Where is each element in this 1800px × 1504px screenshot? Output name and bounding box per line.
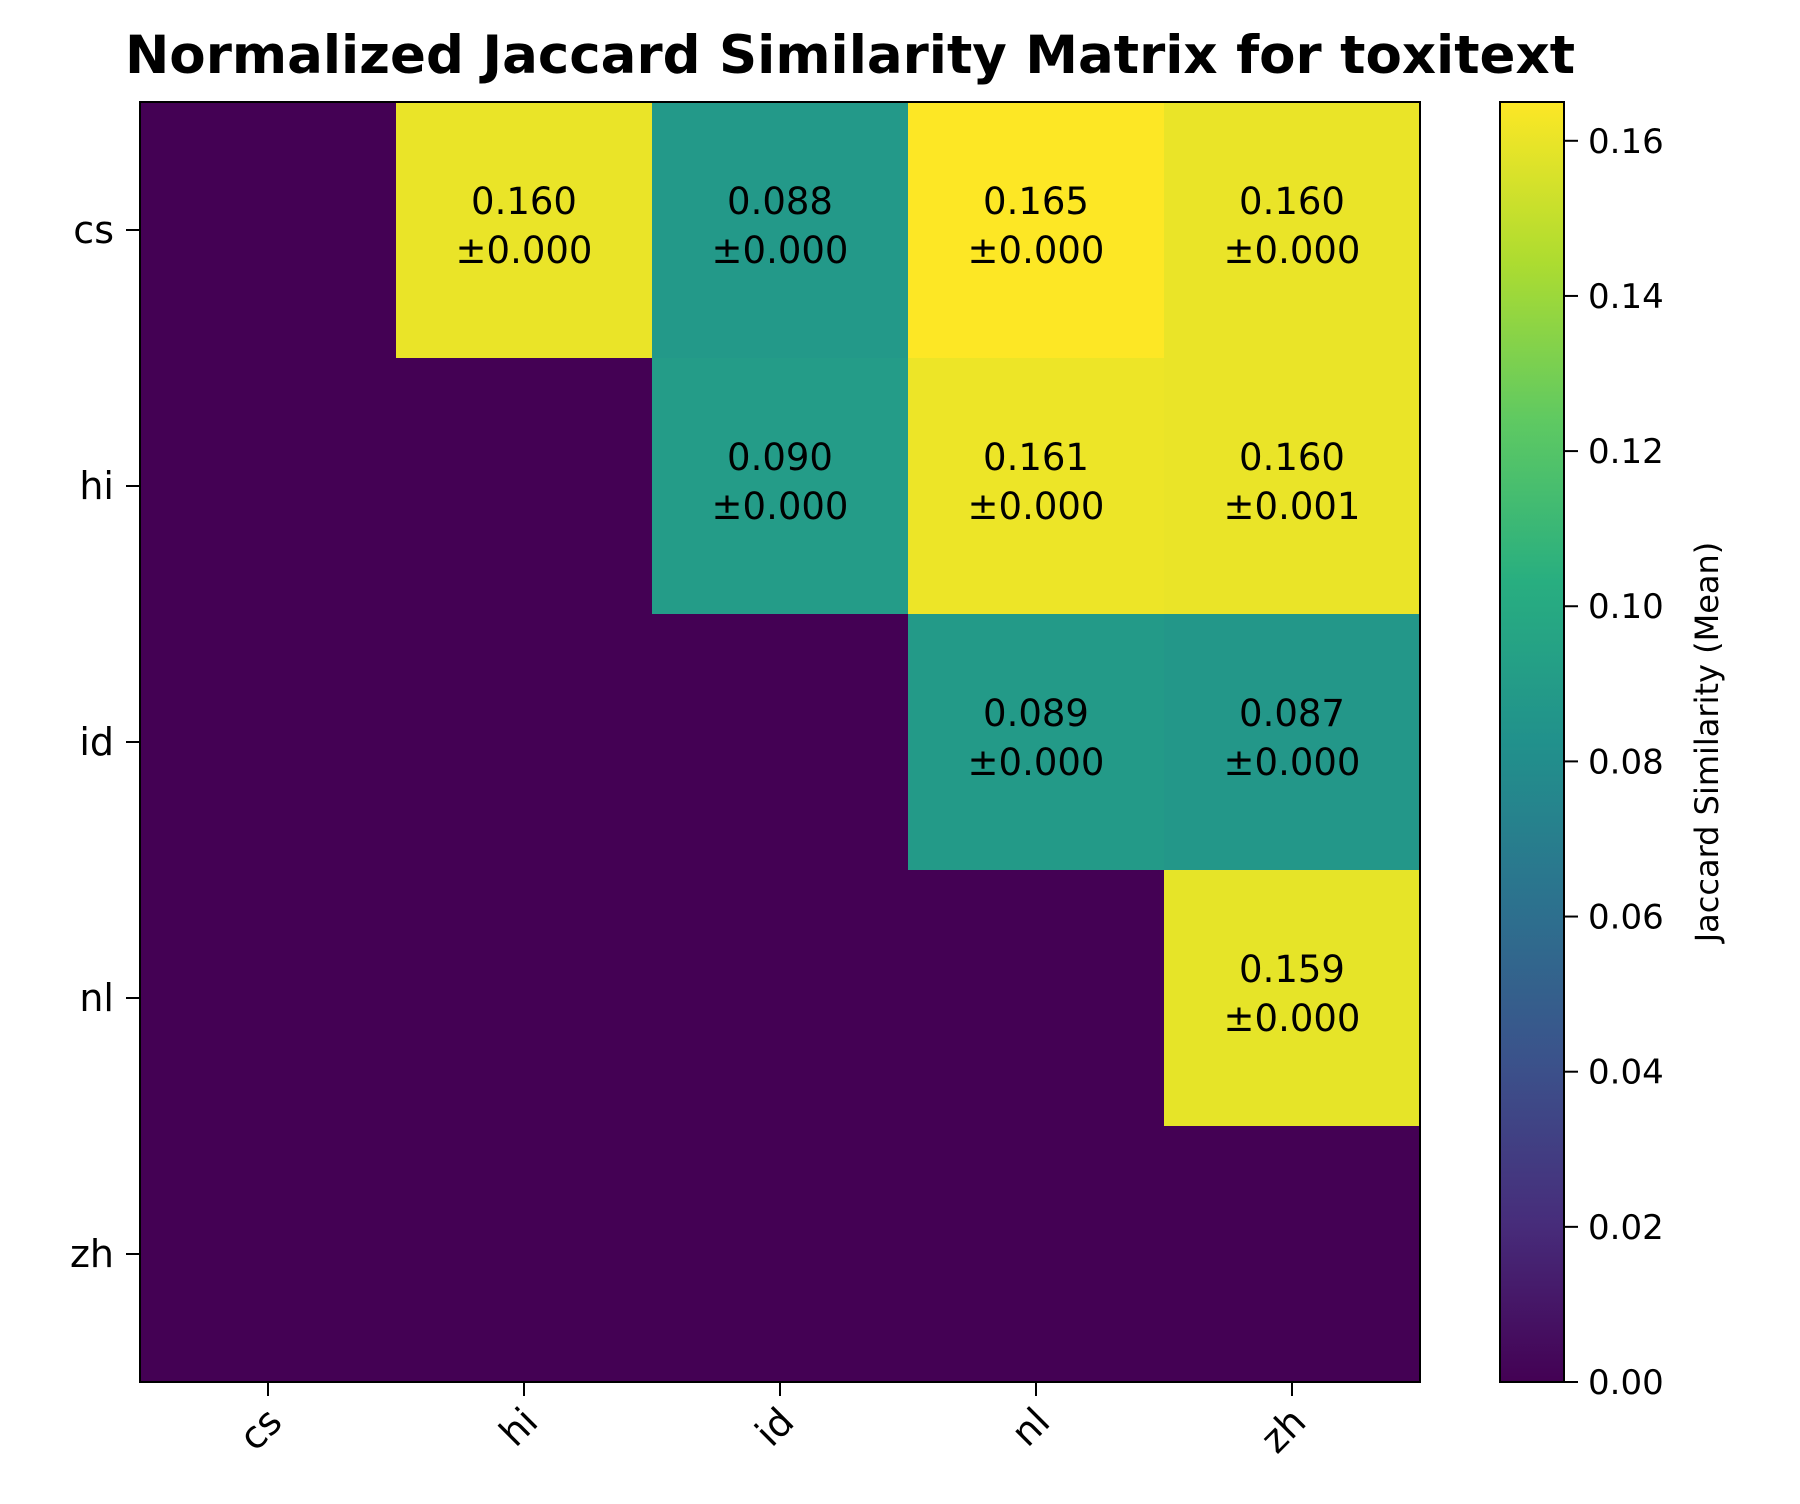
y-tick-label: id xyxy=(79,720,114,764)
heatmap-cell-zh-nl xyxy=(908,1126,1165,1383)
x-tick-label: id xyxy=(747,1399,803,1455)
heatmap-cell-zh-hi xyxy=(396,1126,653,1383)
heatmap-cells xyxy=(140,102,1421,1383)
cell-std-label: ±0.000 xyxy=(1224,997,1361,1040)
y-axis: cs hi id nl zh xyxy=(70,208,140,1276)
cell-annotations: 0.160 ±0.000 0.088 ±0.000 0.165 ±0.000 0.160 ±0… xyxy=(456,180,1361,1040)
x-tick-label: hi xyxy=(491,1399,547,1455)
cell-mean-label: 0.089 xyxy=(983,692,1089,735)
heatmap-cell-id-cs xyxy=(140,614,397,871)
heatmap-cell-nl-id xyxy=(652,870,909,1127)
heatmap-cell-cs-hi xyxy=(396,102,653,359)
cell-std-label: ±0.000 xyxy=(968,485,1105,528)
cell-std-label: ±0.000 xyxy=(1224,229,1361,272)
heatmap-cell-id-nl xyxy=(908,614,1165,871)
cell-mean-label: 0.160 xyxy=(1239,180,1345,223)
cell-std-label: ±0.001 xyxy=(1224,485,1361,528)
colorbar xyxy=(1499,101,1565,1383)
colorbar-label: Jaccard Similarity (Mean) xyxy=(1688,542,1726,945)
cell-std-label: ±0.000 xyxy=(712,485,849,528)
heatmap-cell-hi-zh xyxy=(1164,358,1421,615)
heatmap-cell-nl-zh xyxy=(1164,870,1421,1127)
y-tick-label: nl xyxy=(79,976,114,1020)
cell-mean-label: 0.087 xyxy=(1239,692,1345,735)
cell-mean-label: 0.088 xyxy=(727,180,833,223)
x-tick-label: cs xyxy=(230,1399,290,1459)
colorbar-tick-label: 0.06 xyxy=(1588,898,1664,938)
heatmap-cell-nl-nl xyxy=(908,870,1165,1127)
colorbar-tick-label: 0.14 xyxy=(1588,277,1664,317)
colorbar-tick-label: 0.04 xyxy=(1588,1053,1664,1093)
heatmap-cell-nl-cs xyxy=(140,870,397,1127)
heatmap-cell-nl-hi xyxy=(396,870,653,1127)
cell-mean-label: 0.159 xyxy=(1239,948,1345,991)
heatmap-cell-id-hi xyxy=(396,614,653,871)
x-axis: cs hi id nl zh xyxy=(230,1382,1314,1461)
cell-std-label: ±0.000 xyxy=(712,229,849,272)
colorbar-tick-label: 0.12 xyxy=(1588,432,1664,472)
cell-std-label: ±0.000 xyxy=(968,229,1105,272)
heatmap-cell-hi-hi xyxy=(396,358,653,615)
y-tick-label: hi xyxy=(79,464,114,508)
chart-title: Normalized Jaccard Similarity Matrix for… xyxy=(125,25,1575,86)
cell-mean-label: 0.090 xyxy=(727,436,833,479)
colorbar-axis: 0.00 0.02 0.04 0.06 0.08 0.10 0.12 0.14 0.16 xyxy=(1564,122,1664,1403)
cell-mean-label: 0.160 xyxy=(471,180,577,223)
heatmap-cell-cs-nl xyxy=(908,102,1165,359)
heatmap-cell-zh-zh xyxy=(1164,1126,1421,1383)
heatmap-cell-zh-cs xyxy=(140,1126,397,1383)
heatmap-cell-hi-cs xyxy=(140,358,397,615)
colorbar-tick-label: 0.00 xyxy=(1588,1363,1664,1403)
y-tick-label: zh xyxy=(70,1232,114,1276)
y-tick-label: cs xyxy=(73,208,114,252)
colorbar-tick-label: 0.02 xyxy=(1588,1208,1664,1248)
x-tick-label: nl xyxy=(1003,1399,1059,1455)
cell-mean-label: 0.160 xyxy=(1239,436,1345,479)
colorbar-tick-label: 0.08 xyxy=(1588,742,1664,782)
heatmap-cell-id-zh xyxy=(1164,614,1421,871)
cell-std-label: ±0.000 xyxy=(1224,741,1361,784)
heatmap-cell-hi-nl xyxy=(908,358,1165,615)
heatmap-cell-id-id xyxy=(652,614,909,871)
heatmap-cell-zh-id xyxy=(652,1126,909,1383)
heatmap-cell-hi-id xyxy=(652,358,909,615)
x-tick-label: zh xyxy=(1252,1399,1314,1461)
colorbar-tick-label: 0.10 xyxy=(1588,587,1664,627)
cell-std-label: ±0.000 xyxy=(968,741,1105,784)
cell-std-label: ±0.000 xyxy=(456,229,593,272)
heatmap-cell-cs-cs xyxy=(140,102,397,359)
heatmap-cell-cs-id xyxy=(652,102,909,359)
colorbar-tick-label: 0.16 xyxy=(1588,122,1664,162)
cell-mean-label: 0.161 xyxy=(983,436,1089,479)
cell-mean-label: 0.165 xyxy=(983,180,1089,223)
heatmap-cell-cs-zh xyxy=(1164,102,1421,359)
